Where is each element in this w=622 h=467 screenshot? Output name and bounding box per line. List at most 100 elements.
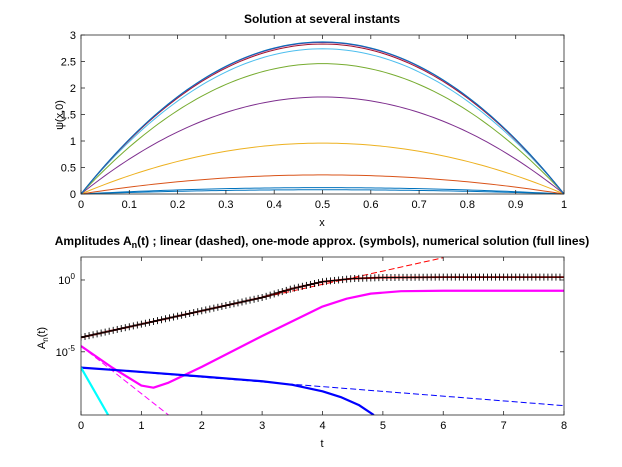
one-mode-symbol [294,283,302,291]
one-mode-symbol [254,294,262,302]
one-mode-symbol [105,327,113,335]
solution-x-tick-label: 0.1 [122,199,137,211]
solution-y-tick-label: 3 [70,30,76,42]
one-mode-symbol [166,314,174,322]
solution-x-tick-label: 1 [561,199,567,211]
amplitudes-x-tick-label: 7 [501,420,507,432]
amplitudes-x-label: t [320,438,323,450]
amplitude-linear-curve-4 [81,345,169,415]
one-mode-symbol [153,317,161,325]
one-mode-symbol [266,291,274,299]
solution-x-tick-label: 0 [78,199,84,211]
solution-y-label: ψ(x,0) [54,100,66,130]
amplitudes-title-subscript: n [132,240,138,250]
solution-ticks: 0 0.1 0.2 0.3 0.4 0.5 0.6 0.7 0.8 0.9 1 0 0.5 1 1.5 2 2.… [61,30,567,211]
one-mode-symbol [182,310,190,318]
solution-x-label: x [319,217,325,229]
amplitude-numerical-curve-5 [81,366,375,415]
solution-x-tick-label: 0.5 [315,199,330,211]
amplitude-ticks: 0 1 2 3 4 5 6 7 8 100 10-5 [56,257,567,432]
amplitudes-y-label-subscript: n [41,337,50,341]
one-mode-symbol [186,309,194,317]
solution-curve-1 [80,187,565,195]
one-mode-symbol [174,312,182,320]
one-mode-symbol [93,330,101,338]
one-mode-symbol [314,279,322,287]
solution-curve-7 [80,43,565,195]
one-mode-symbol [194,308,202,316]
solution-x-tick-label: 0.9 [508,199,523,211]
solution-y-tick-label: 1.5 [61,110,76,122]
amplitudes-x-tick-label: 5 [380,420,386,432]
one-mode-symbol [178,311,186,319]
one-mode-symbol [290,284,298,292]
solution-title: Solution at several instants [244,12,400,26]
one-mode-symbol [109,326,117,334]
amplitudes-x-tick-label: 8 [561,420,567,432]
amplitudes-x-tick-label: 6 [440,420,446,432]
amplitude-numerical-curve-7 [81,367,110,415]
solution-y-tick-label: 1 [70,136,76,148]
one-mode-symbol [113,325,121,333]
one-mode-symbol [234,299,242,307]
one-mode-symbol [298,282,306,290]
amplitudes-y-label-rest: (t) [36,327,48,337]
one-mode-symbol [133,321,141,329]
amplitudes-axes: Amplitudes An(t) ; linear (dashed), one-… [36,234,589,450]
one-mode-symbol [230,300,238,308]
one-mode-symbol [202,306,210,314]
solution-y-tick-label: 0 [70,189,76,201]
one-mode-symbol [97,329,105,337]
solution-axes: Solution at several instants 0 0.1 0.2 0.3 0… [54,12,567,229]
solution-y-tick-label: 2 [70,83,76,95]
one-mode-symbol [162,315,170,323]
solution-curves [80,41,565,195]
one-mode-symbol [206,305,214,313]
one-mode-symbol [190,309,198,317]
solution-curve-9 [80,41,565,195]
one-mode-symbol [246,296,254,304]
solution-x-tick-label: 0.7 [411,199,426,211]
one-mode-symbol [89,331,97,339]
amplitudes-y-tick-label: 10-5 [56,344,76,359]
amplitudes-y-tick-label: 100 [58,272,75,287]
one-mode-symbol [141,319,149,327]
one-mode-symbol [198,307,206,315]
one-mode-symbol [121,324,129,332]
solution-x-tick-label: 0.4 [267,199,282,211]
amplitudes-title-rest: (t) ; linear (dashed), one-mode approx. … [137,234,589,248]
one-mode-symbol [262,292,270,300]
one-mode-symbol [137,320,145,328]
one-mode-symbol [101,328,109,336]
one-mode-symbol [258,294,266,302]
one-mode-symbol [282,286,290,294]
solution-y-tick-label: 2.5 [61,57,76,69]
solution-x-tick-label: 0.8 [460,199,475,211]
solution-curve-5 [80,63,565,195]
one-mode-symbol [238,298,246,306]
solution-x-tick-label: 0.3 [218,199,233,211]
one-mode-symbol [302,281,310,289]
solution-x-tick-label: 0.2 [170,199,185,211]
one-mode-symbol [214,303,222,311]
one-mode-symbol [149,317,157,325]
one-mode-symbol [158,316,165,324]
amplitudes-x-tick-label: 0 [78,420,84,432]
one-mode-symbol [242,297,250,305]
one-mode-symbol [306,280,314,288]
one-mode-symbol [218,302,226,310]
solution-curve-6 [80,48,565,195]
amplitudes-title-main: Amplitudes A [55,234,132,248]
solution-x-tick-label: 0.6 [363,199,378,211]
one-mode-symbol [560,273,564,281]
one-mode-symbol [81,333,89,341]
solution-curve-3 [80,142,565,195]
one-mode-symbol [278,288,286,296]
solution-y-tick-label: 0.5 [61,163,76,175]
one-mode-symbol [286,285,294,293]
solution-curve-4 [80,96,565,195]
amplitude-curves [81,257,564,415]
one-mode-symbol [274,289,282,297]
amplitudes-title: Amplitudes An(t) ; linear (dashed), one-… [55,234,589,250]
one-mode-symbol [310,280,318,288]
